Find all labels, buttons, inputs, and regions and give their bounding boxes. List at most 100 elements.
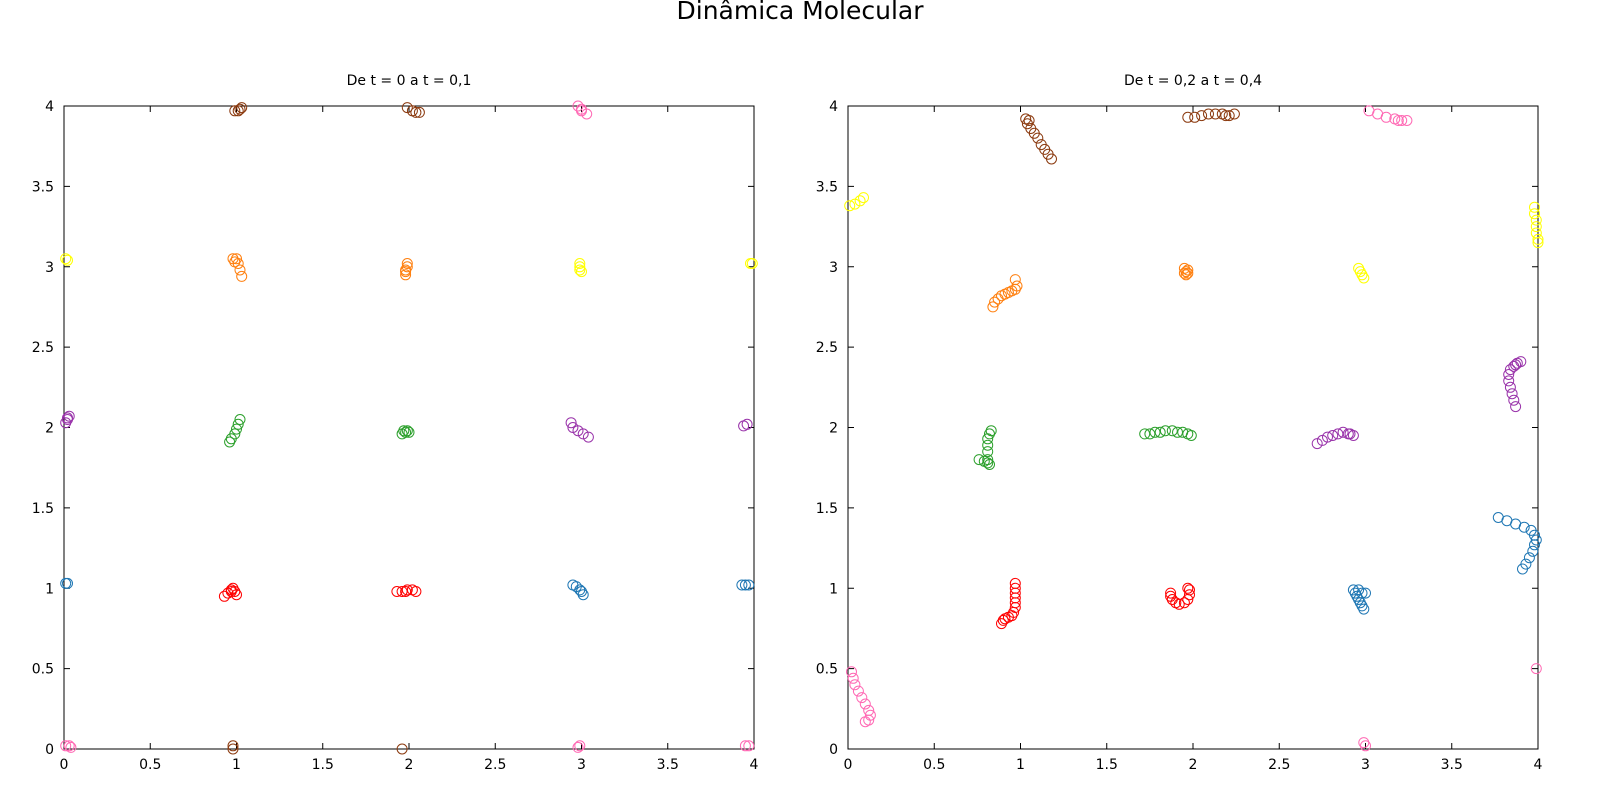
left-data-point-series-2 — [231, 423, 242, 435]
left-data-point-series-1 — [743, 579, 755, 591]
left-y-tick-label: 3.5 — [32, 179, 54, 195]
left-x-tick-label: 0.5 — [139, 757, 161, 773]
left-data-point-series-7 — [574, 740, 586, 752]
left-y-tick-label: 2.5 — [32, 340, 54, 356]
right-data-point-series-7 — [1396, 115, 1408, 126]
right-data-point-series-5 — [844, 200, 856, 212]
right-data-point-series-3 — [1311, 438, 1323, 450]
right-data-point-series-2 — [982, 457, 994, 469]
right-data-point-series-7 — [852, 685, 864, 697]
right-data-point-series-1 — [1518, 521, 1530, 533]
left-y-tick-label: 4 — [45, 99, 54, 115]
right-data-point-series-2 — [1185, 430, 1197, 441]
right-data-point-series-6 — [1182, 111, 1194, 123]
left-y-tick-label: 0 — [45, 742, 54, 758]
left-data-point-series-2 — [401, 425, 413, 437]
right-data-point-series-2 — [1159, 425, 1171, 437]
left-data-point-series-7 — [743, 740, 755, 752]
left-data-point-series-3 — [63, 410, 75, 422]
right-data-point-series-3 — [1515, 356, 1527, 368]
left-data-point-series-4 — [400, 266, 412, 278]
right-data-point-series-3 — [1510, 359, 1522, 371]
left-data-point-series-3 — [741, 418, 753, 430]
left-data-point-series-5 — [576, 266, 587, 278]
right-data-point-series-5 — [1358, 272, 1370, 284]
right-data-point-series-4 — [1009, 274, 1021, 286]
figure-title: Dinâmica Molecular — [676, 0, 924, 25]
left-data-point-series-7 — [739, 740, 751, 752]
right-data-point-series-7 — [1360, 740, 1371, 752]
right-data-point-series-5 — [854, 195, 866, 207]
right-data-point-series-0 — [1182, 582, 1194, 594]
right-data-point-series-2 — [1172, 426, 1183, 438]
right-data-point-series-6 — [1023, 115, 1035, 126]
left-x-tick-label: 1.5 — [312, 757, 334, 773]
right-y-tick-label: 4 — [829, 99, 838, 115]
left-data-point-series-3 — [572, 425, 584, 437]
right-data-point-series-6 — [1223, 110, 1235, 122]
left-data-point-series-0 — [391, 586, 403, 597]
left-data-point-series-6 — [229, 105, 241, 117]
left-data-point-series-5 — [574, 258, 586, 269]
left-data-point-series-6 — [227, 740, 239, 752]
right-y-tick-label: 0 — [829, 742, 838, 758]
right-y-tick-label: 3 — [829, 260, 838, 276]
right-y-tick-label: 2 — [829, 421, 838, 437]
right-data-point-series-6 — [1189, 111, 1201, 123]
right-data-point-series-2 — [982, 446, 994, 458]
right-plot-frame — [847, 105, 1539, 750]
right-data-point-series-0 — [1009, 582, 1021, 594]
right-x-tick-label: 3.5 — [1441, 757, 1463, 773]
left-data-point-series-4 — [401, 261, 413, 273]
left-data-point-series-3 — [62, 412, 73, 424]
right-data-point-series-4 — [1178, 267, 1190, 279]
right-data-point-series-1 — [1358, 603, 1370, 615]
right-data-point-series-3 — [1327, 430, 1339, 441]
right-y-tick-label: 1 — [829, 581, 838, 597]
left-y-tick-label: 2 — [45, 421, 54, 437]
left-x-tick-label: 4 — [750, 757, 759, 773]
right-data-point-series-0 — [1165, 587, 1177, 599]
right-data-point-series-5 — [1530, 221, 1542, 233]
right-data-point-series-0 — [1009, 577, 1021, 589]
right-data-point-series-2 — [1154, 426, 1166, 438]
left-data-point-series-7 — [63, 740, 75, 752]
right-data-point-series-7 — [1380, 111, 1392, 123]
right-data-point-series-1 — [1523, 552, 1535, 564]
right-data-point-series-0 — [1178, 597, 1190, 609]
left-data-point-series-6 — [410, 106, 422, 118]
left-data-point-series-3 — [582, 431, 594, 443]
right-data-point-series-7 — [856, 692, 868, 704]
right-data-point-series-1 — [1527, 545, 1539, 557]
right-data-point-series-0 — [1173, 598, 1185, 610]
right-data-point-series-6 — [1046, 153, 1057, 165]
left-data-point-series-4 — [400, 269, 412, 281]
right-data-point-series-2 — [1166, 425, 1178, 437]
left-x-tick-label: 1 — [232, 757, 241, 773]
right-data-point-series-7 — [1392, 115, 1404, 126]
right-panel: De t = 0,2 a t = 0,4 0 0.5 1 1.5 2 2.5 3 3.5 400… — [816, 73, 1544, 773]
right-y-tick-label: 3.5 — [816, 179, 838, 195]
left-data-point-series-2 — [229, 428, 241, 440]
right-data-point-series-3 — [1506, 388, 1518, 400]
left-data-point-series-2 — [232, 418, 244, 430]
left-data-point-series-0 — [225, 586, 237, 597]
right-data-point-series-4 — [989, 296, 1001, 308]
right-x-tick-label: 1.5 — [1096, 757, 1118, 773]
left-data-point-series-5 — [62, 254, 73, 266]
left-x-tick-label: 2 — [405, 757, 414, 773]
right-x-tick-label: 4 — [1534, 757, 1543, 773]
right-data-point-series-3 — [1344, 428, 1356, 440]
left-data-point-series-4 — [234, 264, 246, 276]
right-x-tick-label: 3 — [1361, 757, 1370, 773]
left-data-point-series-2 — [234, 414, 246, 425]
left-x-tick-label: 0 — [60, 757, 69, 773]
left-x-tick-label: 2.5 — [484, 757, 506, 773]
left-data-point-series-6 — [396, 743, 408, 755]
left-data-point-series-2 — [398, 425, 410, 437]
left-data-point-series-7 — [60, 740, 72, 752]
right-data-point-series-5 — [1532, 233, 1544, 245]
right-data-point-series-6 — [1220, 110, 1232, 122]
right-data-point-series-3 — [1322, 431, 1333, 443]
